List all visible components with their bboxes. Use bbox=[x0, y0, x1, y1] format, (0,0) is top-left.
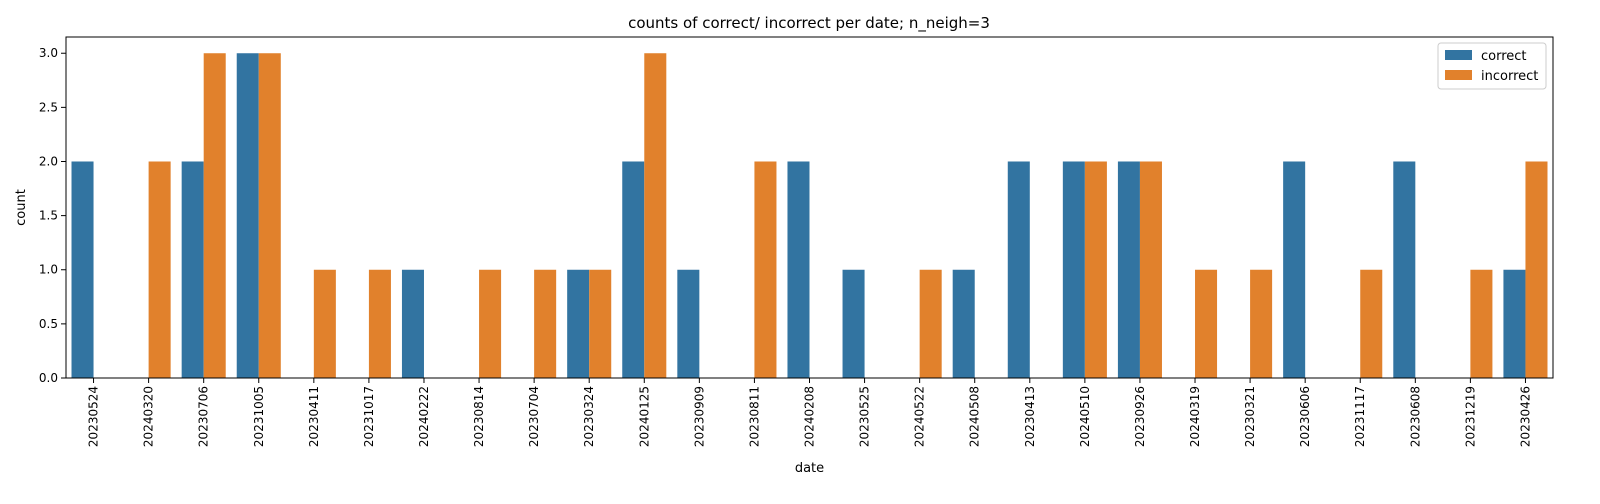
x-tick-label: 20240222 bbox=[417, 386, 431, 447]
x-tick-label: 20240125 bbox=[637, 386, 651, 447]
bar-incorrect-20231005 bbox=[258, 53, 281, 379]
x-tick-label: 20240508 bbox=[968, 386, 982, 447]
bar-correct-20230608 bbox=[1393, 161, 1416, 378]
x-tick-label: 20230706 bbox=[197, 386, 211, 447]
bar-correct-20240222 bbox=[401, 269, 424, 378]
y-tick-label: 1.0 bbox=[39, 263, 58, 277]
x-tick-label: 20230909 bbox=[692, 386, 706, 447]
x-tick-label: 20230324 bbox=[582, 386, 596, 447]
legend-label-incorrect: incorrect bbox=[1481, 69, 1538, 84]
x-tick-label: 20230411 bbox=[307, 386, 321, 447]
x-tick-label: 20240522 bbox=[913, 386, 927, 447]
bar-incorrect-20230814 bbox=[479, 269, 502, 378]
bar-correct-20230606 bbox=[1283, 161, 1306, 378]
y-tick-label: 0.0 bbox=[39, 371, 58, 385]
bar-incorrect-20230811 bbox=[754, 161, 777, 378]
x-tick-label: 20230814 bbox=[472, 386, 486, 447]
y-axis-label: count bbox=[14, 189, 29, 226]
x-tick-label: 20231005 bbox=[252, 386, 266, 447]
bar-incorrect-20230706 bbox=[203, 53, 226, 379]
x-tick-label: 20231017 bbox=[362, 386, 376, 447]
bar-incorrect-20231117 bbox=[1360, 269, 1383, 378]
bar-incorrect-20230926 bbox=[1139, 161, 1162, 378]
x-tick-label: 20230811 bbox=[747, 386, 761, 447]
bar-correct-20230909 bbox=[677, 269, 700, 378]
bar-correct-20230324 bbox=[567, 269, 590, 378]
bar-correct-20230926 bbox=[1117, 161, 1140, 378]
legend-swatch-incorrect bbox=[1445, 70, 1472, 80]
chart-title: counts of correct/ incorrect per date; n… bbox=[628, 14, 990, 33]
y-tick-label: 2.0 bbox=[39, 154, 58, 168]
bar-incorrect-20230704 bbox=[534, 269, 557, 378]
x-tick-label: 20231219 bbox=[1463, 386, 1477, 447]
legend-swatch-correct bbox=[1445, 50, 1472, 60]
y-tick-label: 0.5 bbox=[39, 317, 58, 331]
x-tick-label: 20230926 bbox=[1133, 386, 1147, 447]
bar-correct-20240125 bbox=[622, 161, 645, 378]
legend: correct incorrect bbox=[1437, 42, 1547, 90]
bar-incorrect-20240125 bbox=[644, 53, 667, 379]
y-axis: 0.0 0.5 1.0 1.5 2.0 2.5 3.0 bbox=[39, 46, 66, 385]
x-tick-label: 20230608 bbox=[1408, 386, 1422, 447]
bar-correct-20240508 bbox=[952, 269, 975, 378]
x-tick-label: 20240510 bbox=[1078, 386, 1092, 447]
x-axis-label: date bbox=[795, 461, 824, 476]
y-tick-label: 1.5 bbox=[39, 209, 58, 223]
bar-correct-20230413 bbox=[1007, 161, 1030, 378]
x-tick-label: 20240208 bbox=[803, 386, 817, 447]
bar-incorrect-20230321 bbox=[1250, 269, 1273, 378]
bar-incorrect-20230426 bbox=[1525, 161, 1548, 378]
bar-correct-20240510 bbox=[1062, 161, 1085, 378]
x-tick-label: 20230525 bbox=[858, 386, 872, 447]
x-tick-label: 20230524 bbox=[87, 386, 101, 447]
bar-incorrect-20240320 bbox=[148, 161, 171, 378]
bar-correct-20230426 bbox=[1503, 269, 1526, 378]
bar-correct-20230706 bbox=[181, 161, 204, 378]
bar-incorrect-20230324 bbox=[589, 269, 612, 378]
bar-incorrect-20230411 bbox=[313, 269, 336, 378]
x-tick-label: 20230413 bbox=[1023, 386, 1037, 447]
bar-correct-20240208 bbox=[787, 161, 810, 378]
bar-incorrect-20231219 bbox=[1470, 269, 1493, 378]
y-tick-label: 3.0 bbox=[39, 46, 58, 60]
x-tick-label: 20230426 bbox=[1518, 386, 1532, 447]
x-tick-label: 20230704 bbox=[527, 386, 541, 447]
plot-frame bbox=[65, 36, 1554, 379]
x-tick-label: 20230606 bbox=[1298, 386, 1312, 447]
x-tick-label: 20240320 bbox=[142, 386, 156, 447]
x-axis: 20230524 20240320 20230706 20231005 20230411… bbox=[87, 378, 1532, 447]
bar-incorrect-20231017 bbox=[368, 269, 391, 378]
legend-label-correct: correct bbox=[1481, 49, 1527, 64]
x-tick-label: 20240319 bbox=[1188, 386, 1202, 447]
x-tick-label: 20231117 bbox=[1353, 386, 1367, 447]
bar-incorrect-20240522 bbox=[919, 269, 942, 378]
x-tick-label: 20230321 bbox=[1243, 386, 1257, 447]
bars-layer bbox=[71, 53, 1548, 379]
bar-correct-20230525 bbox=[842, 269, 865, 378]
y-tick-label: 2.5 bbox=[39, 100, 58, 114]
bar-correct-20231005 bbox=[236, 53, 259, 379]
bar-incorrect-20240510 bbox=[1084, 161, 1107, 378]
bar-correct-20230524 bbox=[71, 161, 94, 378]
bar-incorrect-20240319 bbox=[1195, 269, 1218, 378]
